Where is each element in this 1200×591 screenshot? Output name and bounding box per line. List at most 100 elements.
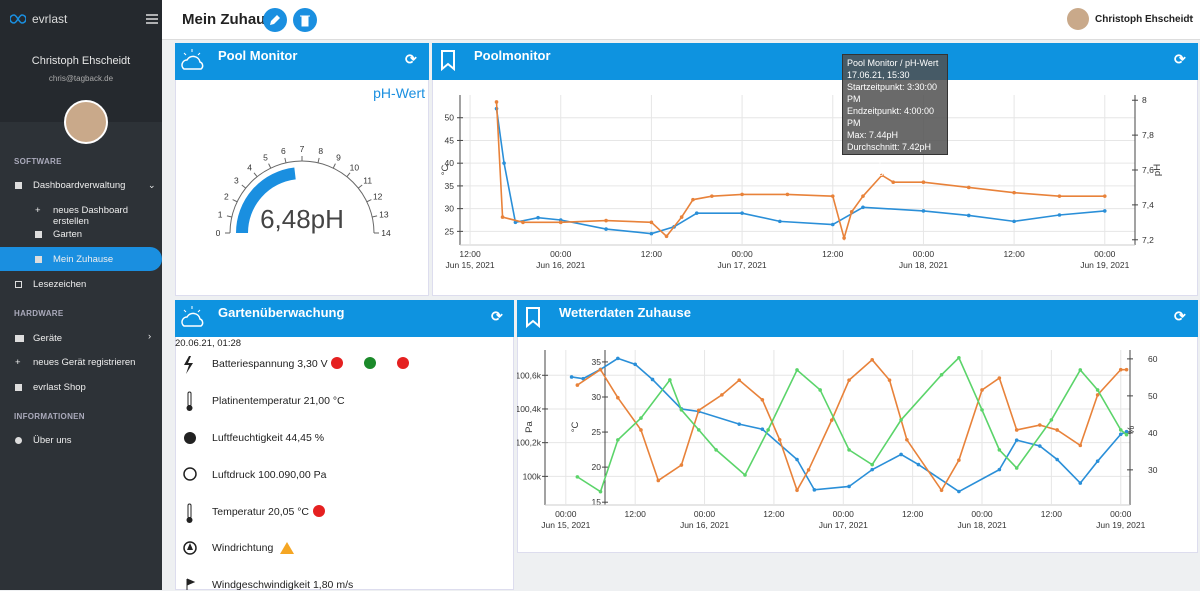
gauge-tick-label: 4 — [247, 162, 252, 172]
menu-item[interactable]: Geräte — [33, 333, 63, 344]
point — [521, 220, 525, 225]
tooltip: Pool Monitor / pH-Wert 17.06.21, 15:30 Sta… — [842, 54, 948, 176]
chevron: ⌄ — [1187, 11, 1196, 22]
gauge-tick-label: 1 — [218, 209, 223, 219]
point — [691, 197, 695, 202]
point — [1055, 428, 1059, 432]
gauge-tick-label: 5 — [263, 152, 268, 162]
point — [966, 185, 971, 190]
point — [1078, 368, 1083, 372]
series-line — [576, 358, 1127, 493]
y-tick-label: 7,2 — [1142, 235, 1154, 245]
point — [795, 488, 799, 493]
menu-item[interactable]: neues Dashboard erstellen — [53, 205, 128, 227]
point — [1124, 429, 1129, 434]
x-tick-label: 00:00 — [555, 509, 577, 519]
icon — [15, 281, 22, 288]
point — [957, 355, 961, 360]
refresh[interactable]: ⟳ — [405, 51, 417, 67]
point — [891, 180, 896, 185]
y-tick-label: 60 — [1148, 354, 1158, 364]
point — [1014, 438, 1019, 442]
point — [714, 448, 718, 452]
point — [830, 222, 835, 227]
point — [1124, 432, 1129, 437]
x-tick-date: Jun 16, 2021 — [680, 520, 729, 530]
menu-item[interactable]: Mein Zuhause — [53, 254, 114, 265]
y-tick-label: 7,4 — [1142, 200, 1154, 210]
point — [847, 448, 851, 452]
x-tick-label: 00:00 — [971, 509, 993, 519]
point — [604, 227, 608, 231]
point — [829, 418, 834, 422]
point — [569, 375, 574, 379]
tooltip-line: Startzeitpunkt: 3:30:00 PM — [847, 82, 938, 104]
point — [921, 180, 926, 185]
x-tick-label: 12:00 — [459, 249, 481, 259]
refresh[interactable]: ⟳ — [491, 308, 503, 324]
gauge-tick-label: 10 — [350, 162, 360, 172]
menu-item[interactable]: neues Gerät registrieren — [33, 357, 136, 368]
point — [847, 378, 851, 382]
gauge-tick-label: 2 — [224, 192, 229, 202]
menu-item[interactable]: Über uns — [33, 435, 72, 446]
point — [880, 173, 884, 178]
user-name[interactable]: Christoph Ehscheidt — [1095, 14, 1193, 25]
point — [649, 220, 654, 225]
point — [616, 438, 620, 442]
point — [766, 428, 770, 432]
point — [830, 194, 835, 198]
point — [740, 192, 744, 197]
panel — [175, 43, 429, 296]
point — [1095, 393, 1100, 397]
point — [806, 468, 811, 472]
y-tick-label: 100,2k — [517, 438, 542, 448]
menu-item[interactable]: evrlast Shop — [33, 382, 86, 393]
weather-icon — [181, 49, 204, 70]
point — [558, 220, 563, 225]
tooltip-line: Endzeitpunkt: 4:00:00 PM — [847, 106, 935, 128]
menu-item[interactable]: Lesezeichen — [33, 279, 87, 290]
point — [649, 231, 654, 236]
panel-title: Wetterdaten Zuhause — [559, 305, 691, 320]
x-tick-label: 12:00 — [625, 509, 647, 519]
refresh[interactable]: ⟳ — [1174, 51, 1186, 67]
point — [656, 478, 661, 483]
x-tick-label: 00:00 — [833, 509, 855, 519]
status-item: Temperatur 20,05 °C — [212, 506, 309, 518]
tooltip-line: 17.06.21, 15:30 — [847, 70, 910, 80]
icon — [35, 231, 42, 238]
point — [812, 488, 817, 492]
menu-item[interactable]: Garten — [53, 229, 83, 240]
point — [870, 358, 874, 362]
point — [536, 215, 540, 220]
point — [966, 213, 971, 218]
point — [743, 473, 747, 477]
refresh[interactable]: ⟳ — [1174, 308, 1186, 324]
point — [650, 377, 655, 382]
y-tick-label: 8 — [1142, 95, 1147, 105]
icon — [184, 432, 196, 444]
section-title: INFORMATIONEN — [14, 412, 85, 421]
sidebar: evrlast Christoph Ehscheidt chris@tagbac… — [0, 0, 162, 590]
tooltip-line: Pool Monitor / pH-Wert — [847, 58, 939, 68]
y-tick-label: 50 — [445, 113, 455, 123]
timestamp: 20.06.21, 01:28 — [175, 338, 242, 349]
gauge-tick-label: 14 — [381, 228, 391, 238]
menu-toggle[interactable] — [146, 14, 158, 24]
gauge-value: 6,48pH — [260, 204, 344, 234]
point — [980, 408, 984, 412]
series-line — [495, 108, 1105, 235]
status-item: Windrichtung — [212, 542, 274, 554]
point — [939, 372, 944, 377]
point — [696, 408, 701, 413]
user-name: Christoph Ehscheidt — [31, 55, 131, 67]
point — [785, 192, 790, 197]
x-tick-label: 12:00 — [1003, 249, 1025, 259]
point — [1118, 367, 1123, 372]
logo — [10, 14, 26, 24]
x-tick-label: 12:00 — [822, 249, 844, 259]
point — [639, 416, 643, 420]
menu-item[interactable]: Dashboardverwaltung — [33, 180, 126, 191]
